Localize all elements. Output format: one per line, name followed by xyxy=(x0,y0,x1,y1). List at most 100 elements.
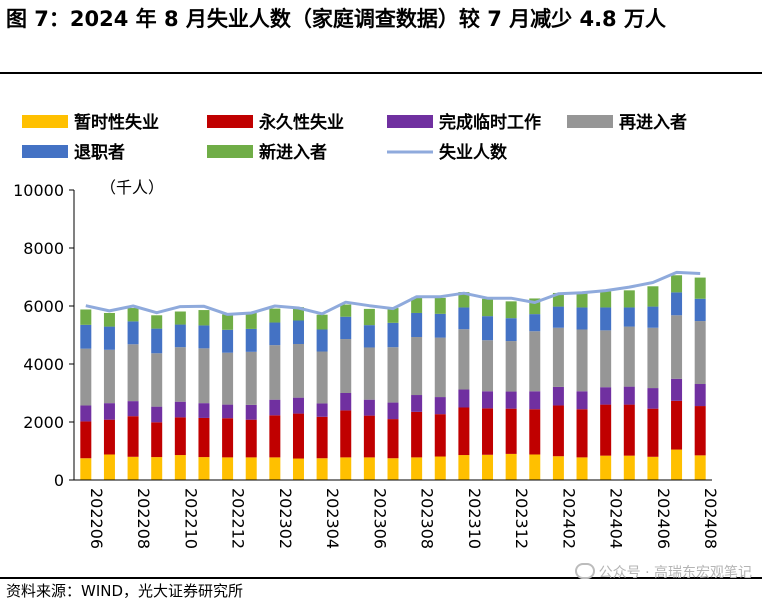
bar-series-group xyxy=(80,275,706,480)
bar-stack-202210 xyxy=(174,311,186,480)
legend-item: 退职者 xyxy=(22,142,125,163)
bar-stack-202408 xyxy=(694,277,706,480)
bar-segment xyxy=(222,329,234,353)
bar-segment xyxy=(482,316,494,341)
legend-label: 再进入者 xyxy=(619,112,687,133)
y-tick-label: 4000 xyxy=(23,355,64,374)
bar-stack-202309 xyxy=(434,297,446,480)
bar-segment xyxy=(529,298,541,315)
legend-item: 完成临时工作 xyxy=(387,112,541,133)
x-tick-label: 202210 xyxy=(181,488,200,549)
bar-segment xyxy=(151,422,163,458)
bar-segment xyxy=(127,308,139,322)
bar-segment xyxy=(340,304,352,317)
bar-segment xyxy=(292,343,304,398)
legend-swatch xyxy=(567,115,613,128)
bar-segment xyxy=(505,391,517,409)
bar-segment xyxy=(387,308,399,323)
bar-segment xyxy=(600,330,612,388)
bar-segment xyxy=(340,457,352,480)
bar-segment xyxy=(434,297,446,314)
bar-stack-202304 xyxy=(316,314,328,480)
bar-segment xyxy=(103,403,115,420)
bar-segment xyxy=(80,309,92,325)
bar-stack-202406 xyxy=(647,286,659,480)
bar-segment xyxy=(576,329,588,392)
bar-segment xyxy=(269,308,281,323)
bar-segment xyxy=(576,457,588,480)
legend-label: 永久性失业 xyxy=(258,112,344,133)
bar-segment xyxy=(387,322,399,348)
bar-segment xyxy=(387,347,399,403)
bar-segment xyxy=(103,349,115,404)
bar-segment xyxy=(647,408,659,457)
bar-segment xyxy=(292,307,304,321)
bar-segment xyxy=(363,415,375,458)
bar-segment xyxy=(623,290,635,308)
bar-segment xyxy=(316,403,328,417)
bar-segment xyxy=(600,404,612,456)
bar-segment xyxy=(671,275,683,293)
bar-segment xyxy=(576,292,588,308)
bar-segment xyxy=(222,352,234,405)
bar-segment xyxy=(316,416,328,459)
unemployment-total-line xyxy=(85,270,701,316)
legend-swatch xyxy=(207,145,253,158)
title-divider xyxy=(0,72,762,74)
bar-stack-202207 xyxy=(103,312,115,480)
bar-segment xyxy=(174,417,186,456)
bar-segment xyxy=(576,307,588,330)
bar-segment xyxy=(245,404,257,420)
bar-segment xyxy=(127,416,139,457)
bar-segment xyxy=(245,351,257,405)
bar-segment xyxy=(647,286,659,307)
bar-segment xyxy=(576,409,588,458)
bar-segment xyxy=(411,411,423,458)
watermark-text: 公众号 · 高瑞东宏观笔记 xyxy=(598,565,752,581)
bar-segment xyxy=(482,298,494,317)
x-tick-label: 202206 xyxy=(87,488,106,549)
bar-stack-202305 xyxy=(340,304,352,480)
bar-segment xyxy=(340,316,352,340)
bar-segment xyxy=(411,337,423,396)
bar-segment xyxy=(127,344,139,402)
bar-segment xyxy=(694,321,706,385)
bar-segment xyxy=(103,419,115,455)
bar-segment xyxy=(671,449,683,480)
bar-segment xyxy=(482,340,494,392)
bar-stack-202407 xyxy=(671,275,683,480)
x-tick-label: 202408 xyxy=(701,488,720,549)
bar-segment xyxy=(552,292,564,307)
bar-segment xyxy=(552,327,564,387)
bar-segment xyxy=(529,331,541,392)
unit-label: （千人） xyxy=(100,178,164,197)
bar-segment xyxy=(600,291,612,308)
bar-segment xyxy=(647,306,659,328)
bar-segment xyxy=(552,405,564,457)
bar-segment xyxy=(411,297,423,313)
bar-segment xyxy=(269,457,281,480)
bar-segment xyxy=(694,277,706,299)
bar-segment xyxy=(198,417,210,458)
bar-segment xyxy=(340,410,352,458)
bar-segment xyxy=(269,415,281,458)
bar-segment xyxy=(103,454,115,480)
footer-divider xyxy=(0,577,762,579)
bar-segment xyxy=(411,395,423,412)
bar-segment xyxy=(458,455,470,480)
legend-label: 退职者 xyxy=(74,142,125,163)
bar-segment xyxy=(387,419,399,459)
legend-swatch xyxy=(387,115,433,128)
x-tick-label: 202302 xyxy=(276,488,295,549)
line-series-group xyxy=(85,270,701,316)
bar-segment xyxy=(80,324,92,349)
bar-segment xyxy=(174,347,186,402)
bar-segment xyxy=(671,315,683,379)
bar-stack-202311 xyxy=(482,298,494,480)
x-tick-label: 202212 xyxy=(229,488,248,549)
bar-segment xyxy=(316,314,328,330)
y-tick-label: 8000 xyxy=(23,239,64,258)
bar-segment xyxy=(458,389,470,408)
bar-segment xyxy=(198,310,210,326)
bar-segment xyxy=(174,401,186,418)
